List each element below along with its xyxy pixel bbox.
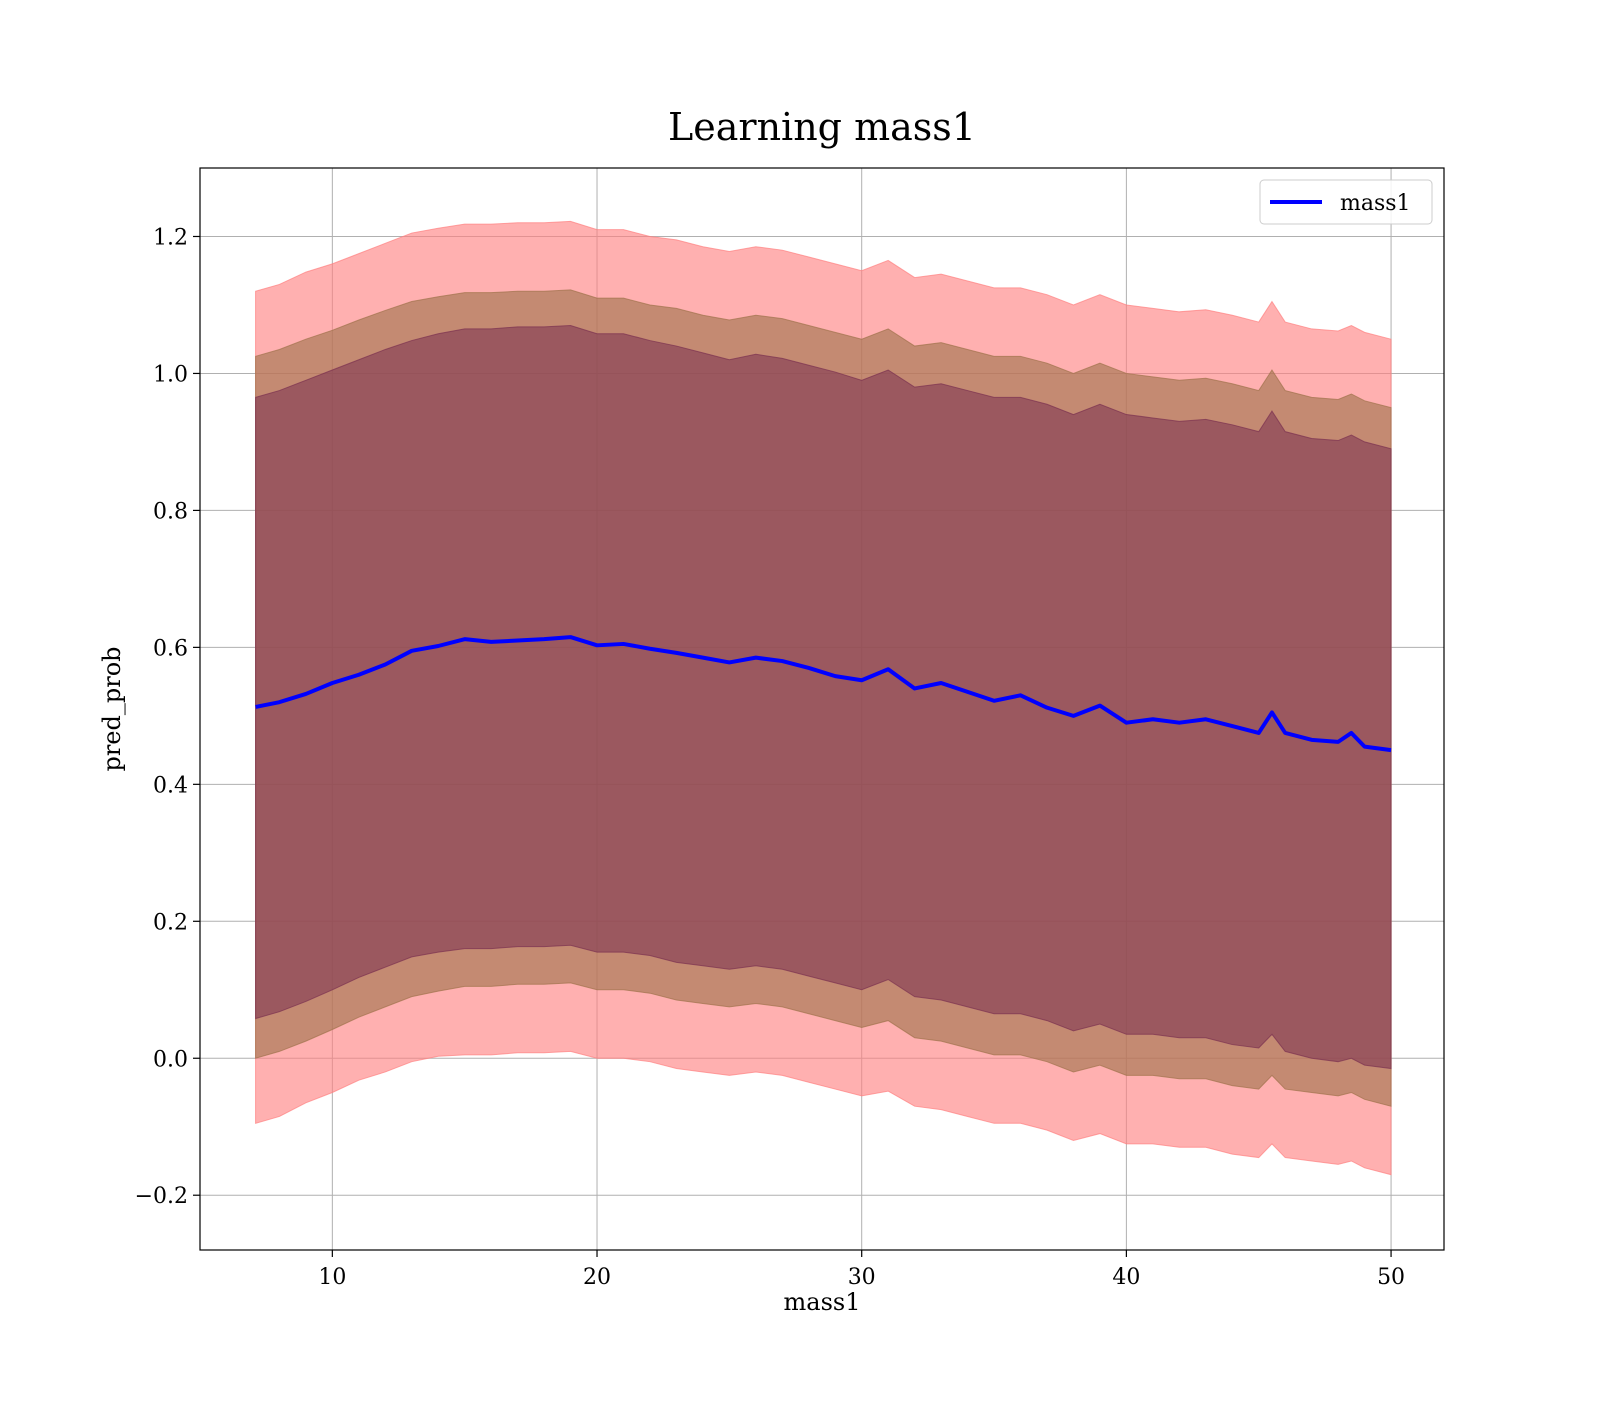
y-tick-label-6: 1.0 (153, 362, 188, 387)
y-axis-label: pred_prob (98, 646, 126, 771)
legend-box (1259, 179, 1433, 225)
confidence-band-3 (255, 325, 1392, 1070)
chart-title: Learning mass1 (668, 105, 976, 149)
y-tick-label-7: 1.2 (153, 225, 188, 250)
y-tick-label-2: 0.2 (153, 910, 188, 935)
bands-layer (255, 220, 1392, 1176)
plot-frame (199, 167, 1445, 1251)
y-tick-label-5: 0.8 (153, 499, 188, 524)
x-tick-label-4: 50 (1377, 1265, 1405, 1290)
x-tick-label-2: 30 (848, 1265, 876, 1290)
x-tick-label-0: 10 (318, 1265, 346, 1290)
ticks-layer: 10 20 30 40 50 −0.2 0.0 0.2 0.4 0.6 0.8 1.0 1.2 (135, 225, 1405, 1290)
x-tick-label-1: 20 (583, 1265, 611, 1290)
x-tick-label-3: 40 (1112, 1265, 1140, 1290)
y-tick-label-3: 0.4 (153, 773, 188, 798)
legend-label-mass1: mass1 (1340, 191, 1411, 216)
y-tick-label-0: −0.2 (135, 1184, 188, 1209)
series-line-mass1 (255, 635, 1392, 753)
y-tick-label-4: 0.6 (153, 636, 188, 661)
x-axis-label: mass1 (784, 1288, 861, 1316)
legend: mass1 (1259, 179, 1433, 225)
y-tick-label-1: 0.0 (153, 1047, 188, 1072)
series-layer (255, 635, 1392, 753)
